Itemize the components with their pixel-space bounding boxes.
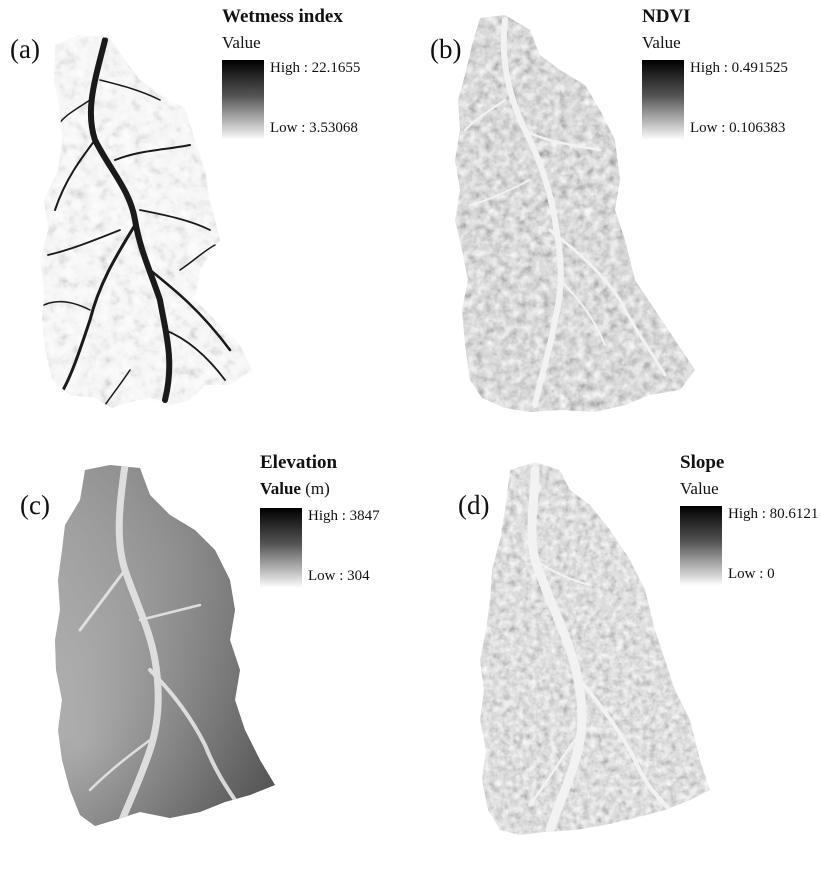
legend-title: Slope (680, 452, 725, 473)
panel-wetness: (a) Wetmess index (0, 0, 410, 430)
panel-ndvi: (b) NDVI Value High : 0.491525 Low : 0.1… (410, 0, 821, 430)
legend-title: Wetmess index (222, 6, 343, 27)
panel-label-b: (b) (430, 34, 462, 64)
panel-label-c: (c) (20, 490, 50, 520)
legend-value-label: Value (m) (260, 479, 330, 498)
slope-map[interactable] (410, 440, 821, 876)
legend-color-ramp (680, 506, 722, 586)
panel-label-a: (a) (10, 34, 40, 64)
legend-value-label: Value (680, 479, 719, 498)
legend-value-label: Value (222, 33, 261, 52)
legend-high-label: High : 80.6121 (728, 506, 819, 522)
panel-label-d: (d) (458, 490, 490, 520)
wetness-index-map[interactable] (0, 0, 410, 430)
legend-title: NDVI (642, 6, 691, 27)
legend-value-label: Value (642, 33, 681, 52)
legend-high-label: High : 22.1655 (270, 60, 361, 76)
legend-color-ramp (222, 60, 264, 140)
legend-elevation: Elevation Value (m) High : 3847 Low : 30… (260, 452, 410, 602)
legend-high-label: High : 0.491525 (690, 60, 788, 76)
legend-title: Elevation (260, 452, 338, 473)
legend-wetness: Wetmess index Value High : 22.1655 Low :… (222, 6, 412, 146)
legend-unit: (m) (305, 479, 330, 498)
legend-low-label: Low : 0 (728, 566, 775, 582)
legend-ndvi: NDVI Value High : 0.491525 Low : 0.10638… (642, 6, 820, 146)
legend-slope: Slope Value High : 80.6121 Low : 0 (680, 452, 821, 602)
elevation-map[interactable] (0, 440, 410, 876)
panel-elevation: (c) Elevation Value (m) High : 3847 Low … (0, 440, 410, 876)
panel-slope: (d) Slope Value High : 80.6121 Low : 0 (410, 440, 821, 876)
legend-color-ramp (260, 508, 302, 588)
legend-low-label: Low : 3.53068 (270, 120, 358, 136)
legend-color-ramp (642, 60, 684, 140)
legend-low-label: Low : 0.106383 (690, 120, 786, 136)
legend-low-label: Low : 304 (308, 568, 370, 584)
legend-high-label: High : 3847 (308, 508, 380, 524)
